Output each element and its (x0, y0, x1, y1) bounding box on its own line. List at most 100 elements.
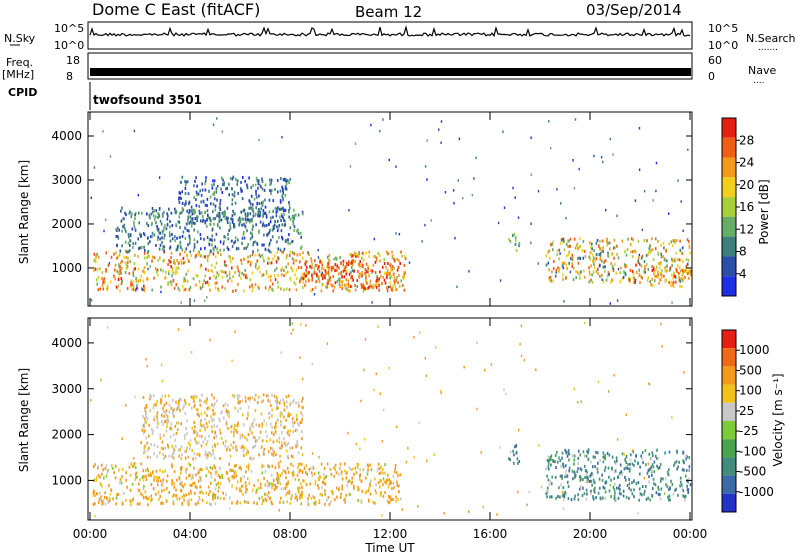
data-cell (176, 407, 179, 411)
data-cell (622, 275, 625, 279)
data-cell (657, 492, 660, 496)
data-cell (657, 270, 659, 274)
data-cell (103, 229, 105, 233)
data-cell (317, 476, 320, 480)
data-cell (332, 275, 335, 278)
data-cell (276, 250, 279, 254)
data-cell (276, 209, 279, 213)
data-cell (321, 267, 323, 271)
data-cell (178, 477, 181, 481)
data-cell (560, 202, 562, 205)
data-cell (630, 250, 632, 254)
data-cell (382, 408, 385, 412)
data-cell (90, 196, 92, 200)
data-cell (186, 279, 189, 283)
data-cell (305, 483, 308, 487)
data-cell (386, 289, 389, 293)
data-cell (565, 451, 567, 455)
data-cell (145, 412, 147, 416)
data-cell (351, 274, 353, 278)
data-cell (584, 454, 586, 458)
data-cell (647, 267, 650, 271)
data-cell (210, 475, 213, 479)
data-cell (650, 457, 652, 460)
data-cell (681, 269, 684, 273)
data-cell (639, 281, 641, 284)
data-cell (659, 278, 662, 282)
data-cell (252, 214, 255, 218)
data-cell (255, 176, 258, 180)
data-cell (562, 465, 565, 469)
data-cell (275, 425, 277, 429)
data-cell (144, 490, 147, 494)
data-cell (641, 493, 643, 497)
data-cell (688, 245, 691, 249)
data-cell (603, 456, 606, 460)
data-cell (688, 243, 691, 247)
data-cell (213, 191, 215, 195)
data-cell (268, 210, 271, 214)
data-cell (219, 226, 221, 230)
data-cell (547, 467, 550, 471)
data-cell (286, 443, 289, 446)
data-cell (660, 252, 662, 256)
data-cell (142, 469, 145, 473)
data-cell (300, 502, 303, 506)
data-cell (597, 491, 600, 495)
data-cell (370, 123, 372, 127)
data-cell (179, 244, 182, 248)
data-cell (347, 480, 349, 484)
data-cell (625, 495, 628, 499)
data-cell (244, 275, 247, 279)
data-cell (645, 497, 648, 501)
data-cell (237, 218, 240, 222)
data-cell (213, 197, 216, 201)
data-cell (247, 411, 249, 415)
data-cell (362, 283, 365, 287)
data-cell (300, 266, 303, 269)
data-cell (200, 263, 203, 267)
data-cell (101, 472, 103, 476)
data-cell (153, 478, 155, 482)
data-cell (651, 237, 653, 241)
data-cell (94, 502, 96, 506)
data-cell (621, 239, 624, 243)
data-cell (139, 246, 141, 250)
data-cell (317, 267, 319, 271)
data-cell (528, 490, 530, 494)
data-cell (255, 189, 257, 193)
data-cell (664, 477, 667, 481)
data-cell (168, 410, 171, 414)
colorbar-swatch (722, 157, 736, 178)
data-cell (590, 489, 592, 493)
data-cell (382, 471, 384, 475)
data-cell (382, 467, 384, 471)
data-cell (275, 260, 278, 264)
data-cell (129, 239, 131, 243)
data-cell (253, 418, 256, 421)
data-cell (127, 256, 129, 260)
data-cell (122, 225, 124, 229)
data-cell (658, 466, 661, 470)
data-cell (399, 497, 402, 501)
data-cell (650, 283, 652, 287)
data-cell (641, 451, 644, 455)
data-cell (552, 267, 555, 270)
data-cell (240, 262, 243, 265)
data-cell (565, 216, 567, 220)
data-cell (147, 503, 149, 507)
data-cell (102, 287, 105, 291)
data-cell (383, 258, 385, 262)
data-cell (250, 194, 253, 198)
data-cell (626, 484, 629, 487)
data-cell (562, 507, 565, 510)
data-cell (188, 209, 191, 212)
data-cell (379, 270, 381, 274)
colorbar-swatch (722, 457, 736, 476)
data-cell (171, 274, 173, 278)
data-cell (249, 218, 252, 222)
data-cell (297, 266, 300, 269)
data-cell (573, 266, 575, 270)
data-cell (546, 486, 549, 490)
data-cell (163, 414, 165, 418)
